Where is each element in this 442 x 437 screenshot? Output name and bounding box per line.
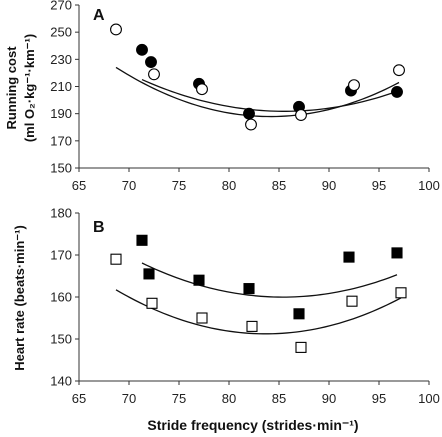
panel-b-x-tick-label: 75	[172, 391, 186, 406]
panel-b-point-filled-square	[136, 234, 148, 246]
panel-a-data-points	[110, 23, 405, 131]
panel-a-x-tick-label: 70	[122, 178, 136, 193]
panel-a-x-tick-label: 65	[72, 178, 86, 193]
panel-b-fit-curve-filled-square	[141, 262, 398, 298]
panel-b-fit-curves	[115, 262, 402, 335]
panel-a-x-tick-label: 100	[418, 178, 440, 193]
panel-a-x-tick-label: 85	[272, 178, 286, 193]
panel-a-y-tick-label: 250	[50, 25, 72, 40]
panel-b-heart-rate: B Heart rate (beats·min⁻¹) 1401501601701…	[12, 206, 440, 434]
panel-a-y-axis-label-line1: Running cost	[4, 46, 19, 130]
panel-b-point-filled-square	[243, 283, 255, 295]
panel-a-point-open-circle	[148, 68, 160, 81]
panel-a-y-tick-label: 230	[50, 52, 72, 67]
panel-a-point-open-circle	[196, 83, 208, 96]
panel-b-point-open-square	[346, 295, 358, 307]
panel-b-y-tick-label: 160	[50, 290, 72, 305]
panel-a-x-tick-label: 80	[222, 178, 236, 193]
panel-a-axes: 150 170 190 210 230 250 270 65 70 75 80 85 90 95 100	[50, 0, 440, 193]
panel-b-point-open-square	[196, 312, 208, 324]
panel-b-x-tick-label: 65	[72, 391, 86, 406]
panel-b-point-open-square	[395, 287, 407, 299]
panel-b-x-tick-label: 100	[418, 391, 440, 406]
panel-b-label: B	[93, 219, 105, 236]
panel-a-fit-curve-open-circle	[115, 66, 400, 118]
panel-a-running-cost: A Running cost (ml O₂·kg⁻¹·km⁻¹) 1501701…	[4, 0, 440, 193]
panel-b-x-tick-label: 85	[272, 391, 286, 406]
panel-a-y-tick-label: 190	[50, 106, 72, 121]
panel-a-fit-curves	[115, 66, 400, 118]
panel-a-point-open-circle	[393, 64, 405, 77]
panel-a-point-filled-circle	[391, 85, 403, 98]
panel-b-point-open-square	[295, 341, 307, 353]
panel-b-data-points	[110, 234, 407, 353]
panel-a-point-open-circle	[110, 23, 122, 36]
panel-b-point-filled-square	[343, 251, 355, 263]
panel-a-x-tick-label: 90	[322, 178, 336, 193]
panel-a-point-open-circle	[295, 109, 307, 121]
panel-b-y-tick-label: 150	[50, 332, 72, 347]
panel-b-point-filled-square	[391, 247, 403, 259]
panel-b-point-open-square	[246, 320, 258, 332]
panel-b-x-tick-label: 70	[122, 391, 136, 406]
panel-b-y-tick-label: 140	[50, 374, 72, 389]
panel-a-y-tick-label: 270	[50, 0, 72, 13]
panel-a-label: A	[93, 7, 105, 24]
panel-a-point-filled-circle	[136, 43, 148, 56]
panel-a-point-open-circle	[245, 118, 257, 131]
panel-a-y-axis-label-line2: (ml O₂·kg⁻¹·km⁻¹)	[22, 34, 37, 142]
panel-b-point-open-square	[146, 297, 158, 309]
panel-a-fit-curve-filled-circle	[141, 78, 398, 112]
panel-b-y-axis-label: Heart rate (beats·min⁻¹)	[12, 225, 27, 371]
x-axis-label: Stride frequency (strides·min⁻¹)	[147, 417, 358, 433]
panel-a-x-tick-label: 95	[372, 178, 386, 193]
panel-a-y-tick-label: 210	[50, 79, 72, 94]
panel-a-y-tick-label: 170	[50, 133, 72, 148]
panel-b-y-tick-label: 180	[50, 206, 72, 221]
panel-b-x-tick-label: 80	[222, 391, 236, 406]
panel-b-x-tick-label: 90	[322, 391, 336, 406]
panel-b-point-open-square	[110, 253, 122, 265]
panel-b-point-filled-square	[293, 308, 305, 320]
panel-b-point-filled-square	[193, 274, 205, 286]
panel-a-point-open-circle	[348, 79, 360, 92]
panel-a-x-tick-label: 75	[172, 178, 186, 193]
panel-b-axes: 140 150 160 170 180 65 70 75 80 85 90 95 100	[50, 206, 440, 407]
panel-a-point-filled-circle	[145, 56, 157, 68]
panel-b-x-tick-label: 95	[372, 391, 386, 406]
panel-b-point-filled-square	[143, 268, 155, 280]
panel-a-y-tick-label: 150	[50, 161, 72, 176]
panel-b-fit-curve-open-square	[115, 289, 402, 335]
panel-b-y-tick-label: 170	[50, 248, 72, 263]
panel-a-point-filled-circle	[243, 107, 255, 120]
